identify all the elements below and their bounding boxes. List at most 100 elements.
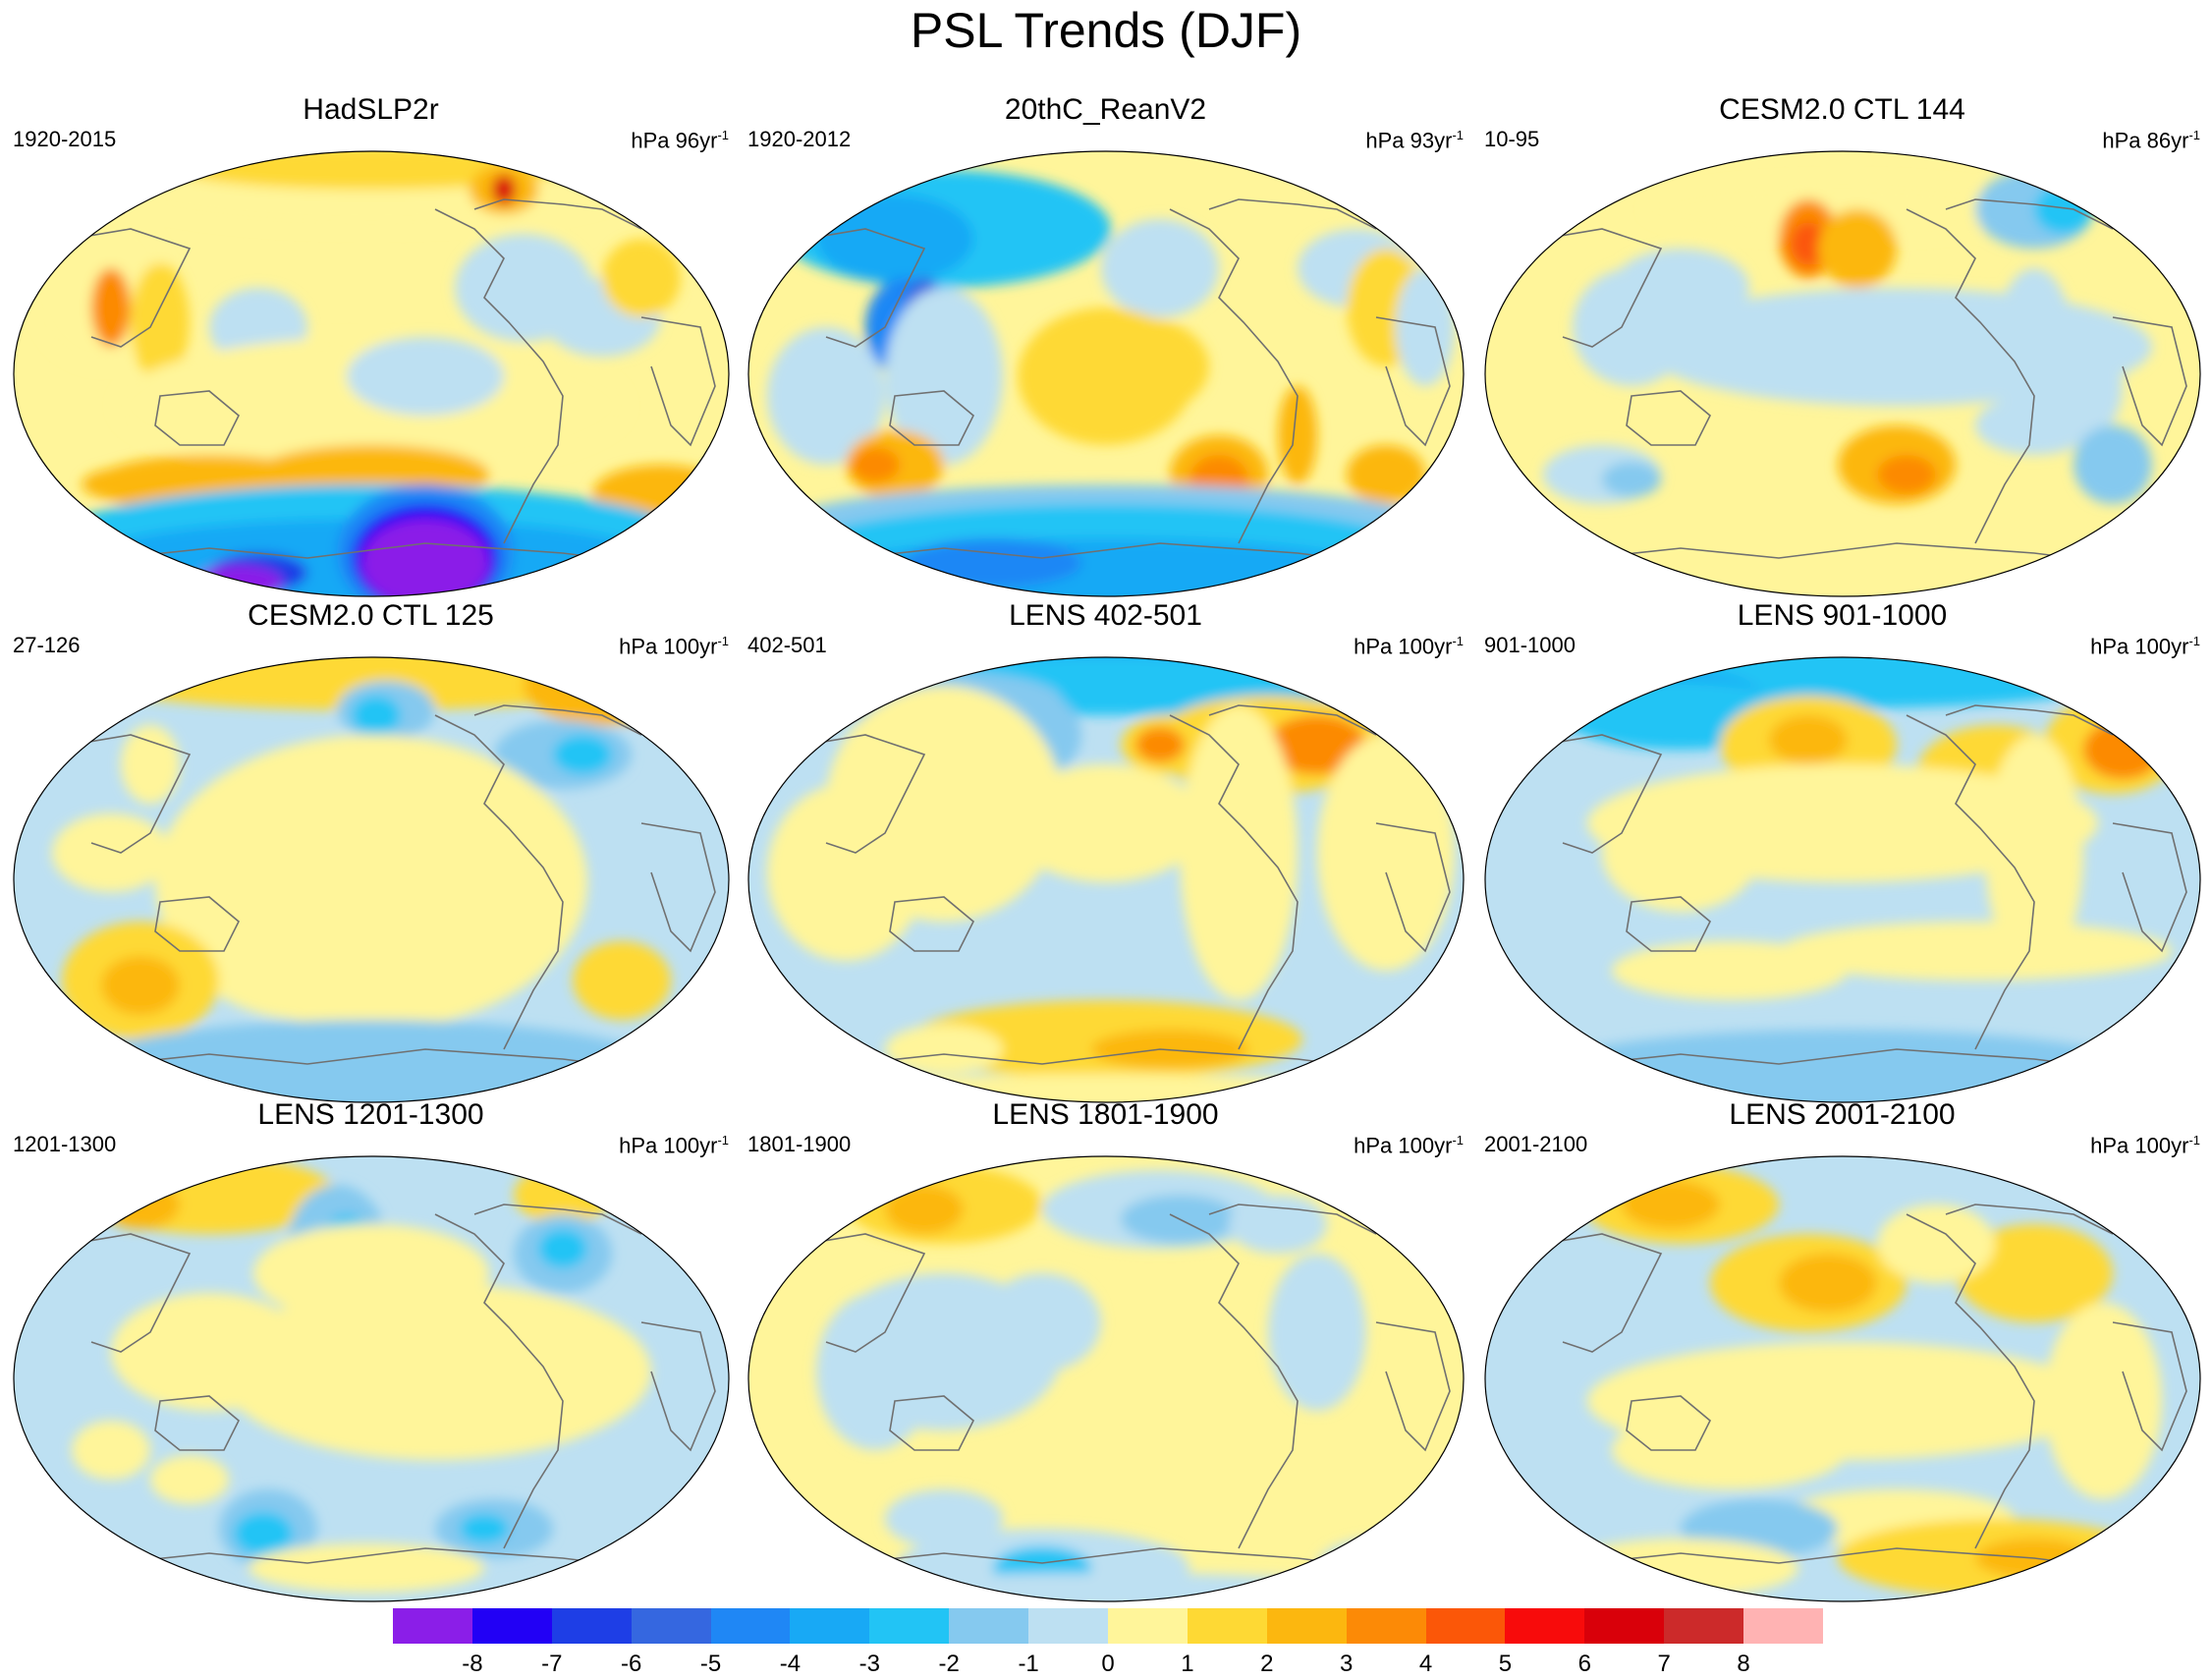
- units-exponent: -1: [717, 1133, 729, 1148]
- trend-region: [1646, 180, 2039, 239]
- trend-region: [885, 1025, 1003, 1074]
- panel-title: LENS 2001-2100: [1729, 1098, 1956, 1131]
- colorbar-swatch: [1425, 1608, 1506, 1644]
- coastline: [71, 704, 716, 1075]
- trend-region: [602, 239, 681, 317]
- map-border: [1484, 1155, 2201, 1602]
- trend-region: [851, 447, 900, 482]
- units-exponent: -1: [1452, 634, 1464, 648]
- trend-region: [1612, 1411, 1848, 1489]
- colorbar-label: -5: [699, 1651, 722, 1677]
- trend-region: [1229, 1195, 1327, 1254]
- coastline: [805, 1204, 1451, 1574]
- map-panel: CESM2.0 CTL 125 27-126 hPa 100yr-1: [5, 599, 737, 1110]
- colorbar-swatch: [393, 1608, 473, 1644]
- panel-period: 402-501: [747, 633, 827, 657]
- trend-region: [573, 941, 671, 1020]
- panel-title: LENS 402-501: [1009, 599, 1202, 632]
- colorbar-swatch: [1664, 1608, 1744, 1644]
- units-text: hPa 100yr: [1354, 634, 1453, 659]
- panel-period: 27-126: [13, 633, 81, 657]
- coastline: [1542, 198, 2187, 569]
- coastline: [71, 198, 716, 569]
- colorbar-swatch: [710, 1608, 791, 1644]
- map-image: [747, 1155, 1465, 1602]
- trend-region: [1769, 715, 1848, 764]
- trend-region: [1563, 1539, 1798, 1597]
- panel-units: hPa 96yr-1: [631, 123, 729, 153]
- panel-units: hPa 100yr-1: [619, 1128, 729, 1158]
- panel-period: 10-95: [1484, 127, 1540, 151]
- panel-period: 1920-2012: [747, 127, 852, 151]
- colorbar-label: 3: [1339, 1651, 1354, 1677]
- trend-region: [538, 1229, 587, 1268]
- map-border: [13, 150, 730, 597]
- map-panel: LENS 402-501 402-501 hPa 100yr-1: [740, 599, 1471, 1110]
- colorbar-label: -4: [779, 1651, 802, 1677]
- map-image: [13, 656, 730, 1103]
- trend-region: [52, 813, 170, 892]
- trend-region: [72, 1421, 150, 1480]
- trend-region: [1268, 1254, 1366, 1411]
- colorbar-label: 5: [1498, 1651, 1513, 1677]
- trend-region: [767, 784, 924, 961]
- panel-period: 1801-1900: [747, 1132, 852, 1156]
- panel-period: 1201-1300: [13, 1132, 117, 1156]
- trend-region: [111, 1293, 307, 1411]
- trend-region: [460, 1514, 509, 1543]
- units-exponent: -1: [2188, 1133, 2200, 1148]
- trend-region: [1779, 922, 2172, 980]
- colorbar-swatch: [1028, 1608, 1109, 1644]
- trend-region: [1317, 735, 1455, 971]
- trend-region: [91, 268, 131, 347]
- coastline: [71, 1204, 716, 1574]
- map-image: [13, 1155, 730, 1602]
- map-border: [747, 656, 1465, 1103]
- trend-region: [553, 735, 612, 774]
- colorbar-label: 6: [1577, 1651, 1591, 1677]
- trend-region: [219, 1283, 651, 1460]
- panel-units: hPa 100yr-1: [1354, 629, 1464, 659]
- trend-region: [1985, 735, 2083, 971]
- trend-region: [1135, 727, 1185, 762]
- trend-region: [885, 1185, 964, 1234]
- trend-region: [1956, 1224, 2113, 1322]
- map-image: [1484, 150, 2201, 597]
- trend-region: [1072, 317, 1209, 416]
- colorbar-swatch: [1108, 1608, 1189, 1644]
- trend-region: [983, 1273, 1101, 1372]
- map-image: [1484, 656, 2201, 1103]
- colorbar-swatch: [631, 1608, 712, 1644]
- trend-region: [249, 1543, 484, 1593]
- map-panel: CESM2.0 CTL 144 10-95 hPa 86yr-1: [1476, 93, 2208, 604]
- trend-region: [1975, 396, 2093, 455]
- panel-title: 20thC_ReanV2: [1004, 93, 1207, 126]
- map-panel: LENS 2001-2100 2001-2100 hPa 100yr-1: [1476, 1098, 2208, 1609]
- trend-region: [2074, 425, 2152, 504]
- colorbar-swatch: [471, 1608, 553, 1644]
- colorbar-label: 2: [1260, 1651, 1274, 1677]
- colorbar-label: 7: [1657, 1651, 1671, 1677]
- trend-region: [1779, 1254, 1877, 1313]
- trend-region: [1180, 705, 1298, 1000]
- trend-region: [1597, 1069, 2088, 1102]
- panel-period: 1920-2015: [13, 127, 117, 151]
- units-exponent: -1: [1452, 128, 1464, 142]
- units-text: hPa 100yr: [2090, 1133, 2189, 1158]
- units-exponent: -1: [717, 128, 729, 142]
- trend-region: [121, 725, 180, 804]
- colorbar-label: 8: [1737, 1651, 1750, 1677]
- units-text: hPa 100yr: [619, 634, 718, 659]
- map-border: [13, 656, 730, 1103]
- colorbar: [393, 1608, 1824, 1644]
- map-border: [13, 1155, 730, 1602]
- panel-units: hPa 100yr-1: [2090, 629, 2200, 659]
- trend-region: [82, 465, 219, 504]
- trend-region: [234, 1512, 293, 1555]
- panel-units: hPa 100yr-1: [1354, 1128, 1464, 1158]
- panel-title: CESM2.0 CTL 125: [248, 599, 494, 632]
- panel-title: HadSLP2r: [303, 93, 439, 126]
- trend-region: [1602, 462, 1661, 497]
- trend-region: [767, 327, 885, 465]
- coastline: [805, 198, 1451, 569]
